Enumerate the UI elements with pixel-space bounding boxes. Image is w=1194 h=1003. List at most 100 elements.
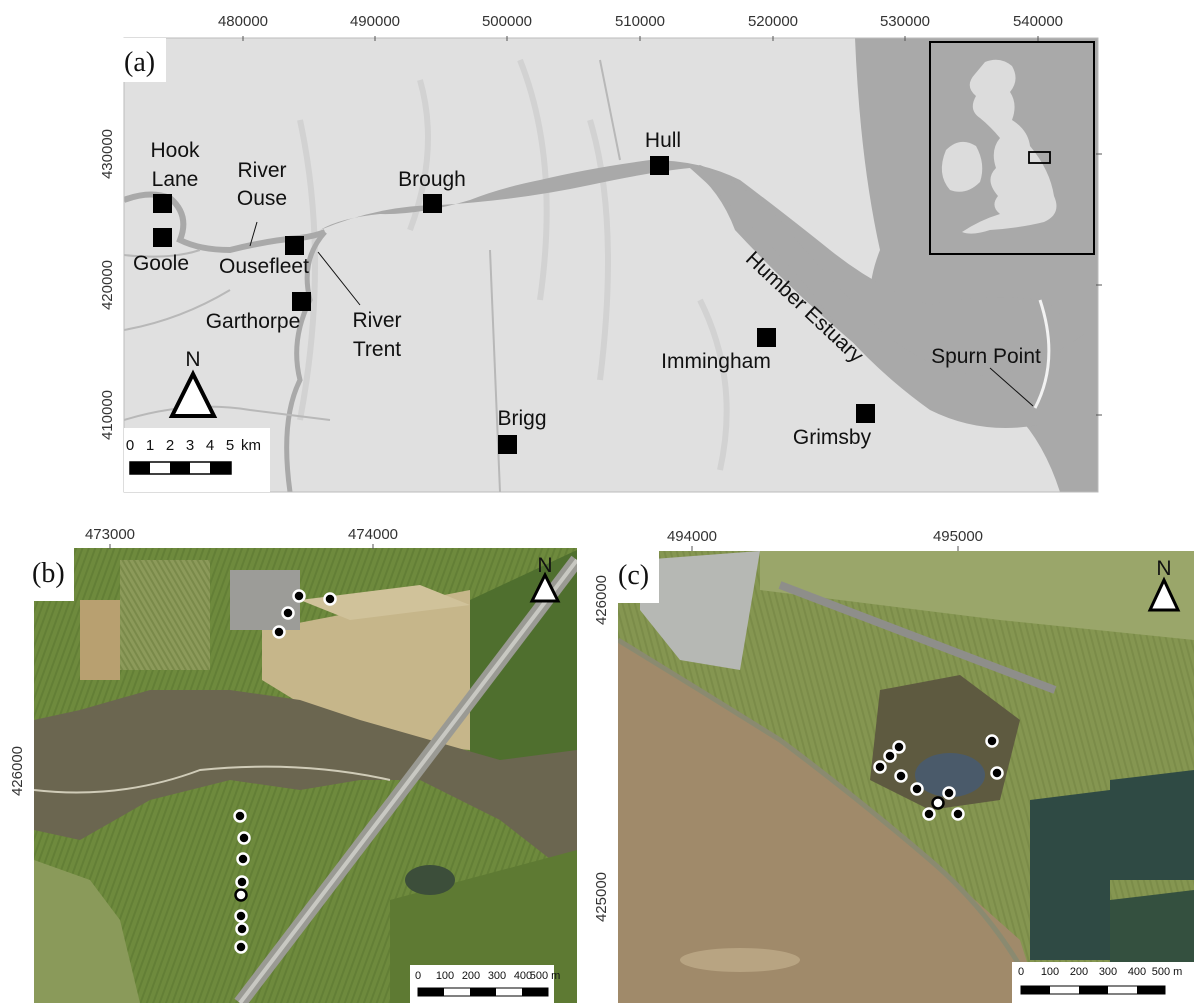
mudflat xyxy=(680,948,800,972)
field-bare-1 xyxy=(80,600,120,680)
marker-immingham xyxy=(757,328,776,347)
scale-b-5: 500 m xyxy=(530,970,561,982)
panel-c: 494000 495000 426000 425000 (c) N 0 100 … xyxy=(593,528,1194,1003)
field-bare-3 xyxy=(300,585,470,620)
field-light-1 xyxy=(120,560,210,670)
x-tick-a-0: 480000 xyxy=(218,13,268,30)
panel-a-label: (a) xyxy=(124,47,155,78)
scale-c-2: 200 xyxy=(1070,966,1088,978)
scale-box-c xyxy=(1012,962,1194,1003)
scale-a-2: 2 xyxy=(166,437,174,454)
scale-bar-a: 0 1 2 3 4 5 km xyxy=(126,437,261,475)
label-river-ouse-2: Ouse xyxy=(237,187,287,210)
scale-c-4: 400 xyxy=(1128,966,1146,978)
scale-c-1: 100 xyxy=(1041,966,1059,978)
relief xyxy=(297,58,730,471)
lake-2 xyxy=(1110,770,1194,880)
leader-river-ouse xyxy=(249,221,258,247)
pond-b xyxy=(405,865,455,895)
label-garthorpe: Garthorpe xyxy=(206,310,301,333)
sample-points-b xyxy=(233,589,337,954)
scale-b-3: 300 xyxy=(488,970,506,982)
y-tick-a-1: 420000 xyxy=(99,260,116,310)
label-river-trent-2: Trent xyxy=(353,338,401,361)
scale-a-3: 3 xyxy=(186,437,194,454)
marker-garthorpe xyxy=(292,292,311,311)
y-tick-c-1: 425000 xyxy=(593,872,610,922)
x-tick-a-1: 490000 xyxy=(350,13,400,30)
lagoon xyxy=(915,753,985,797)
scale-c-0: 0 xyxy=(1018,966,1024,978)
x-tick-a-5: 530000 xyxy=(880,13,930,30)
y-tick-a-2: 410000 xyxy=(99,390,116,440)
scale-bar-b: 0 100 200 300 400 500 m xyxy=(415,970,561,997)
leader-river-trent xyxy=(317,251,361,306)
fields-north-c xyxy=(760,551,1194,640)
label-lane: Lane xyxy=(152,168,199,191)
label-grimsby: Grimsby xyxy=(793,426,872,449)
x-tick-b-1: 474000 xyxy=(348,526,398,543)
spurn-spit xyxy=(1033,299,1051,409)
airfield-runway xyxy=(778,581,1057,694)
label-goole: Goole xyxy=(133,252,189,275)
label-immingham: Immingham xyxy=(661,350,771,373)
panel-c-label: (c) xyxy=(618,560,649,591)
y-tick-a-0: 430000 xyxy=(99,129,116,179)
panel-a: 480000 490000 500000 510000 520000 53000… xyxy=(99,13,1102,493)
label-hook: Hook xyxy=(150,139,200,162)
river-trent xyxy=(284,230,327,492)
panel-a-label-box xyxy=(116,38,166,82)
x-tick-a-3: 510000 xyxy=(615,13,665,30)
marker-goole xyxy=(153,228,172,247)
panel-c-label-box xyxy=(612,551,659,603)
north-arrow-b xyxy=(529,571,561,603)
scale-box-a xyxy=(124,428,270,492)
inset-uk-map xyxy=(929,41,1095,255)
inset-study-area-box xyxy=(1028,151,1051,164)
label-hull: Hull xyxy=(645,129,681,152)
panel-a-frame xyxy=(123,37,1099,493)
lake-1 xyxy=(1030,790,1110,960)
humber-estuary-c xyxy=(618,640,1040,1003)
scale-a-unit: km xyxy=(241,437,261,454)
scale-b-2: 200 xyxy=(462,970,480,982)
river-ouse-b xyxy=(34,690,577,880)
marker-hull xyxy=(650,156,669,175)
village-b xyxy=(230,570,300,630)
scale-b-1: 100 xyxy=(436,970,454,982)
panel-a-x-ticks: 480000 490000 500000 510000 520000 53000… xyxy=(218,13,1063,41)
marker-grimsby xyxy=(856,404,875,423)
great-britain-land xyxy=(962,59,1057,234)
marker-brigg xyxy=(498,435,517,454)
panel-b-label: (b) xyxy=(32,558,65,589)
north-arrow-c xyxy=(1147,576,1181,612)
scale-c-3: 300 xyxy=(1099,966,1117,978)
scale-b-0: 0 xyxy=(415,970,421,982)
label-spurn-point: Spurn Point xyxy=(931,345,1041,368)
marker-hook-lane xyxy=(153,194,172,213)
north-label-a: N xyxy=(185,348,200,371)
north-label-c: N xyxy=(1156,557,1171,580)
label-river-ouse-1: River xyxy=(237,159,286,182)
north-arrow-a xyxy=(168,369,218,418)
x-tick-a-6: 540000 xyxy=(1013,13,1063,30)
leader-spurn-point xyxy=(989,367,1034,407)
panel-c-aerial xyxy=(618,551,1194,1003)
road-b xyxy=(34,765,391,794)
north-label-b: N xyxy=(537,554,552,577)
panel-b-label-box xyxy=(26,548,74,601)
industrial-buildings xyxy=(640,551,760,670)
x-tick-a-2: 500000 xyxy=(482,13,532,30)
marker-brough xyxy=(423,194,442,213)
x-tick-c-1: 495000 xyxy=(933,528,983,545)
scale-a-0: 0 xyxy=(126,437,134,454)
estuary-south xyxy=(690,165,1090,428)
label-brigg: Brigg xyxy=(497,407,546,430)
shoreline-c xyxy=(618,637,1043,1003)
scale-box-b xyxy=(410,965,554,1003)
x-tick-b-0: 473000 xyxy=(85,526,135,543)
scale-bar-c: 0 100 200 300 400 500 m xyxy=(1018,966,1182,995)
panel-a-y-ticks: 430000 420000 410000 xyxy=(99,129,1102,440)
field-light-2 xyxy=(34,860,140,1003)
